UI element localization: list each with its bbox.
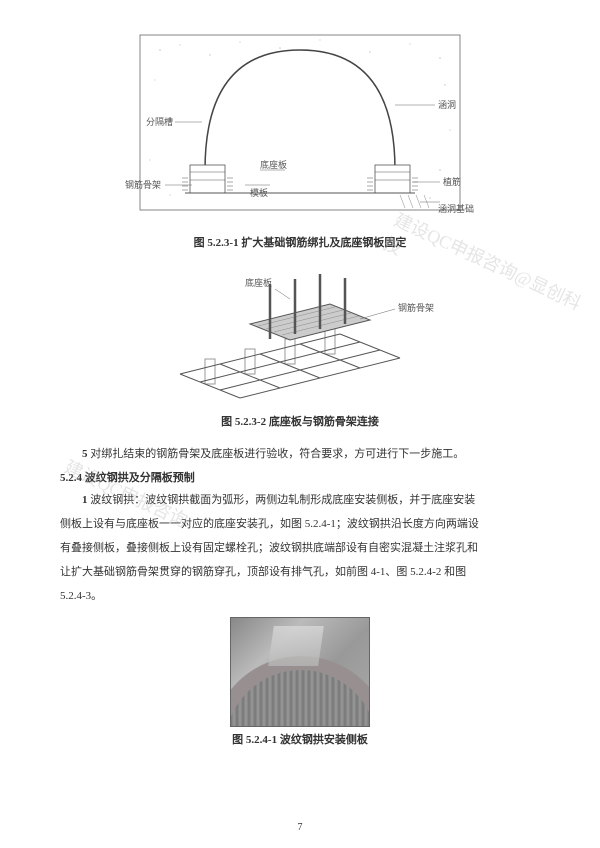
item-1-line2: 侧板上设有与底座板一一对应的底座安装孔，如图 5.2.4-1；波纹钢拱沿长度方向…	[60, 513, 540, 535]
figure-3-caption: 图 5.2.4-1 波纹钢拱安装侧板	[232, 731, 368, 747]
item-1-number: 1	[82, 494, 88, 506]
section-number: 5.2.4	[60, 472, 82, 484]
diagram-arch-foundation: 分隔槽 钢筋骨架 底座板 模板 涵洞 植筋 涵洞基础	[120, 30, 480, 230]
figure-5-2-4-1: 图 5.2.4-1 波纹钢拱安装侧板	[60, 617, 540, 753]
label-culvert-foundation: 涵洞基础	[438, 203, 474, 214]
section-title: 波纹钢拱及分隔板预制	[85, 472, 195, 484]
diagram-base-plate-rebar: 底座板 钢筋骨架	[150, 264, 450, 409]
item-1-line5: 5.2.4-3。	[60, 585, 540, 607]
label-base-plate: 底座板	[260, 159, 287, 170]
label2-rebar-frame: 钢筋骨架	[398, 302, 434, 313]
figure-1-caption: 图 5.2.3-1 扩大基础钢筋绑扎及底座钢板固定	[194, 234, 407, 250]
item-1-line3: 有叠接侧板，叠接侧板上设有固定螺栓孔；波纹钢拱底端部设有自密实混凝土注浆孔和	[60, 537, 540, 559]
item-1-line4: 让扩大基础钢筋骨架贯穿的钢筋穿孔，顶部设有排气孔，如前图 4-1、图 5.2.4…	[60, 561, 540, 583]
item-5-number: 5	[82, 448, 88, 460]
item-5: 5 对绑扎结束的钢筋骨架及底座板进行验收，符合要求，方可进行下一步施工。	[60, 443, 540, 465]
label-culvert: 涵洞	[438, 100, 456, 110]
label2-base-plate: 底座板	[245, 277, 272, 288]
figure-5-2-3-1: 分隔槽 钢筋骨架 底座板 模板 涵洞 植筋 涵洞基础 图 5.2.3-1 扩大基…	[60, 30, 540, 256]
item-1-line1: 1 波纹钢拱：波纹钢拱截面为弧形，两侧边轧制形成底座安装侧板，并于底座安装	[60, 489, 540, 511]
label-rebar-frame: 钢筋骨架	[125, 179, 161, 190]
label-partition: 分隔槽	[146, 116, 173, 127]
photo-corrugated-arch	[230, 617, 370, 727]
section-5-2-4: 5.2.4 波纹钢拱及分隔板预制	[60, 469, 540, 485]
label-plant-rebar: 植筋	[443, 176, 461, 187]
item-5-text: 对绑扎结束的钢筋骨架及底座板进行验收，符合要求，方可进行下一步施工。	[90, 448, 464, 460]
page-number: 7	[0, 822, 600, 833]
label-formwork: 模板	[250, 187, 268, 198]
item-1-text1: 波纹钢拱：波纹钢拱截面为弧形，两侧边轧制形成底座安装侧板，并于底座安装	[90, 494, 475, 506]
figure-2-caption: 图 5.2.3-2 底座板与钢筋骨架连接	[221, 413, 379, 429]
figure-5-2-3-2: 底座板 钢筋骨架 图 5.2.3-2 底座板与钢筋骨架连接	[60, 264, 540, 435]
